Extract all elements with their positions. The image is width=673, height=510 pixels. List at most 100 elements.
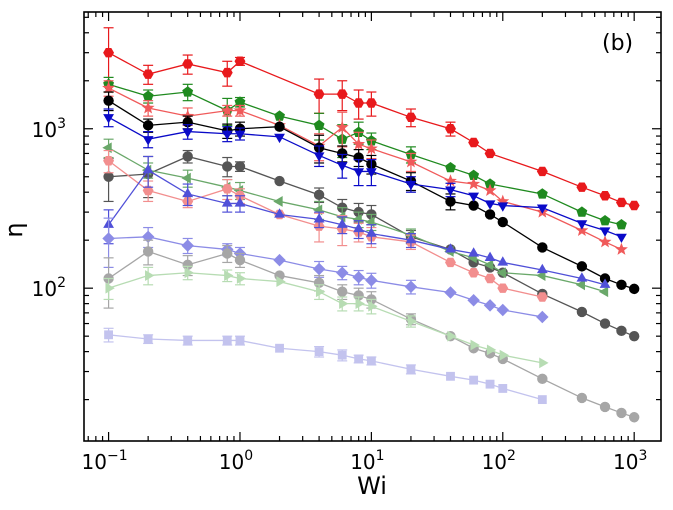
x-tick-label: 102 — [482, 448, 516, 474]
data-point — [313, 213, 325, 223]
data-point — [224, 270, 234, 281]
data-point — [182, 128, 194, 138]
data-point — [486, 344, 497, 356]
data-point — [274, 175, 285, 187]
data-point — [336, 218, 348, 228]
data-point — [234, 130, 246, 141]
data-point — [537, 395, 547, 405]
data-point — [273, 253, 286, 267]
data-point — [182, 59, 194, 69]
data-point — [576, 306, 588, 318]
data-point — [335, 120, 349, 133]
series-line — [108, 272, 543, 364]
data-point — [365, 98, 377, 108]
data-point — [536, 188, 548, 199]
data-point — [142, 136, 154, 146]
data-point — [336, 89, 348, 99]
data-point — [405, 233, 417, 244]
data-point — [141, 230, 155, 244]
data-point — [352, 214, 362, 225]
data-point — [599, 318, 611, 329]
data-point — [183, 336, 193, 345]
data-point — [103, 47, 115, 58]
data-point — [469, 375, 479, 385]
data-point — [536, 310, 549, 324]
data-point — [468, 137, 480, 148]
data-point — [485, 379, 495, 389]
data-point — [407, 315, 418, 327]
data-point — [446, 371, 455, 381]
data-point — [273, 196, 283, 207]
data-point — [468, 192, 480, 202]
data-point — [234, 254, 246, 266]
series-1 — [103, 27, 640, 211]
data-point — [497, 216, 508, 228]
plot-frame — [83, 11, 662, 442]
data-point — [628, 412, 640, 423]
data-point — [483, 259, 494, 271]
series-line — [108, 160, 543, 298]
data-point — [445, 186, 456, 196]
data-point — [339, 298, 349, 310]
data-point — [105, 282, 115, 294]
axes-layer: 10−1 100 101 102 103 102 103 — [32, 12, 661, 474]
data-point — [181, 239, 194, 252]
data-point — [536, 204, 548, 214]
data-point — [576, 220, 588, 230]
data-point — [142, 163, 154, 174]
data-point — [145, 270, 155, 281]
data-point — [616, 407, 627, 419]
data-point — [235, 336, 245, 345]
data-point — [234, 197, 246, 207]
data-point — [355, 298, 365, 310]
data-point — [182, 86, 194, 97]
data-point — [483, 183, 497, 196]
data-point — [102, 81, 116, 94]
data-point — [234, 56, 246, 67]
data-point — [575, 223, 589, 236]
data-point — [616, 325, 627, 337]
data-point — [315, 286, 326, 298]
data-point — [536, 263, 548, 274]
data-point — [103, 95, 114, 106]
series-layer — [102, 27, 640, 423]
data-point — [467, 294, 480, 307]
data-point — [445, 196, 456, 207]
data-point — [497, 202, 509, 212]
data-point — [628, 200, 640, 211]
series-11 — [103, 239, 640, 423]
series-2 — [103, 76, 627, 230]
data-point — [615, 242, 628, 255]
data-point — [312, 262, 326, 276]
data-point — [353, 222, 365, 233]
data-point — [103, 114, 114, 124]
data-point — [467, 177, 481, 190]
data-point — [366, 356, 376, 366]
x-axis-label: Wi — [357, 472, 387, 500]
data-point — [314, 347, 324, 357]
data-point — [499, 349, 510, 361]
data-point — [576, 261, 588, 272]
data-point — [233, 103, 247, 117]
x-tick-label: 10−1 — [82, 448, 128, 474]
data-point — [182, 187, 194, 198]
data-point — [576, 206, 588, 217]
data-point — [484, 178, 496, 189]
data-point — [222, 248, 233, 259]
data-point — [468, 247, 480, 257]
data-point — [336, 162, 348, 172]
data-point — [484, 209, 496, 220]
data-point — [221, 67, 233, 78]
data-point — [354, 354, 364, 364]
data-point — [536, 292, 548, 302]
data-point — [104, 330, 114, 340]
data-point — [103, 156, 115, 166]
data-point — [496, 267, 506, 279]
data-point — [365, 227, 377, 237]
data-point — [234, 96, 246, 107]
data-point — [615, 197, 627, 208]
data-point — [364, 141, 378, 155]
data-point — [628, 330, 640, 342]
series-line — [108, 83, 622, 226]
